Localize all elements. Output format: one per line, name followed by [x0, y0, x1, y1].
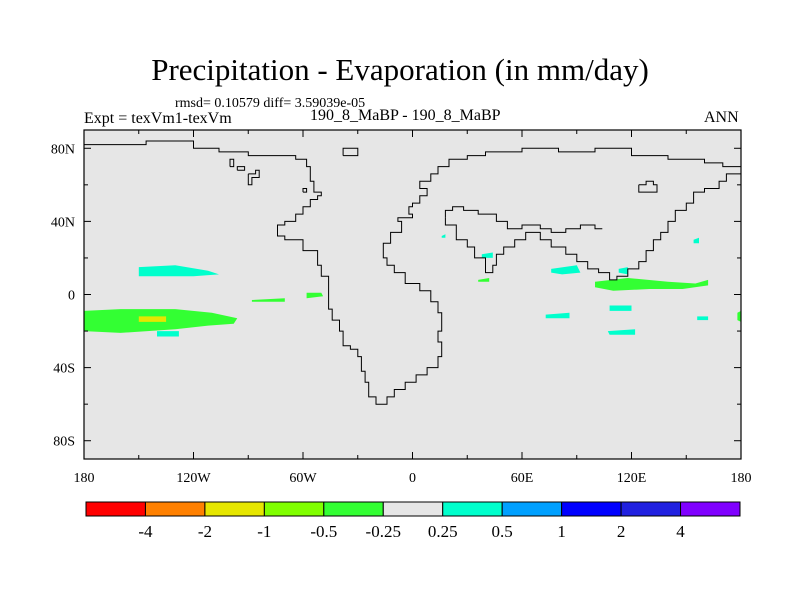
y-tick-label-2: 0	[68, 289, 75, 304]
coastline-5	[236, 166, 246, 171]
colorbar-box-3	[263, 501, 325, 517]
y-tick-label-0: 80N	[51, 142, 75, 157]
anomaly-region-7	[138, 265, 219, 277]
colorbar-box-4	[323, 501, 384, 517]
y-tick-label-3: 40S	[53, 362, 75, 377]
colorbar-label-5: 0.25	[428, 522, 458, 541]
x-tick-label-0: 180	[74, 471, 95, 486]
colorbar-box-8	[561, 501, 622, 517]
colorbar-label-3: -0.5	[310, 522, 337, 541]
colorbar-label-0: -4	[138, 522, 153, 541]
x-tick-label-4: 60E	[511, 471, 534, 486]
colorbar-box-6	[442, 501, 503, 517]
axis-layer: 180 120W 60W 0 60E 120E 180 80N 40N 0 40S 80S	[51, 129, 752, 486]
coastline-7	[444, 173, 741, 281]
colorbar-label-7: 1	[557, 522, 566, 541]
anomaly-region-18	[138, 316, 167, 322]
map-layer	[84, 130, 741, 459]
x-tick-label-3: 0	[409, 471, 416, 486]
colorbar-label-8: 2	[617, 522, 626, 541]
case-label: 190_8_MaBP - 190_8_MaBP	[310, 107, 501, 124]
anomaly-region-2	[306, 292, 324, 299]
coastline-6	[229, 158, 235, 168]
anomaly-region-17	[441, 234, 446, 238]
y-tick-label-1: 40N	[51, 215, 75, 230]
anomaly-region-14	[607, 329, 636, 335]
colorbar-box-10	[680, 501, 741, 517]
colorbar-label-6: 0.5	[492, 522, 513, 541]
colorbar-box-7	[501, 501, 563, 517]
coastline-0	[84, 140, 741, 405]
anomaly-region-5	[478, 278, 490, 282]
anomaly-region-3	[251, 298, 285, 302]
anomaly-region-4	[595, 278, 709, 291]
anomaly-region-13	[609, 305, 632, 311]
x-tick-label-2: 60W	[289, 471, 317, 486]
anomaly-region-10	[551, 265, 581, 275]
coastline-4	[302, 188, 308, 193]
colorbar-label-2: -1	[257, 522, 271, 541]
colorbar-label-4: -0.25	[366, 522, 401, 541]
anomaly-region-15	[697, 316, 709, 321]
anomaly-region-6	[737, 310, 741, 322]
map-background	[84, 130, 741, 459]
coastline-2	[342, 147, 359, 157]
colorbar-label-1: -2	[198, 522, 212, 541]
chart-title: Precipitation - Evaporation (in mm/day)	[151, 52, 649, 87]
coastline-8	[444, 206, 603, 233]
anomaly-region-8	[157, 331, 179, 337]
coastline-3	[247, 169, 260, 186]
stats-label: rmsd= 0.10579 diff= 3.59039e-05	[175, 96, 366, 111]
anomaly-region-16	[693, 237, 699, 244]
anomaly-region-9	[481, 252, 493, 258]
colorbar: -4 -2 -1 -0.5 -0.25 0.25 0.5 1 2 4	[85, 501, 741, 541]
colorbar-box-1	[144, 501, 206, 517]
anomaly-region-12	[545, 312, 570, 319]
x-tick-label-6: 180	[731, 471, 752, 486]
colorbar-box-0	[85, 501, 146, 517]
colorbar-label-9: 4	[676, 522, 685, 541]
experiment-label: Expt = texVm1-texVm	[84, 110, 232, 127]
x-tick-label-5: 120E	[617, 471, 647, 486]
x-tick-label-1: 120W	[176, 471, 211, 486]
coastline-9	[638, 180, 658, 193]
y-tick-label-4: 80S	[53, 435, 75, 450]
season-label: ANN	[704, 109, 739, 126]
anomaly-region-11	[618, 267, 628, 275]
colorbar-box-2	[204, 501, 265, 517]
colorbar-box-5	[382, 501, 444, 517]
colorbar-box-9	[620, 501, 682, 517]
